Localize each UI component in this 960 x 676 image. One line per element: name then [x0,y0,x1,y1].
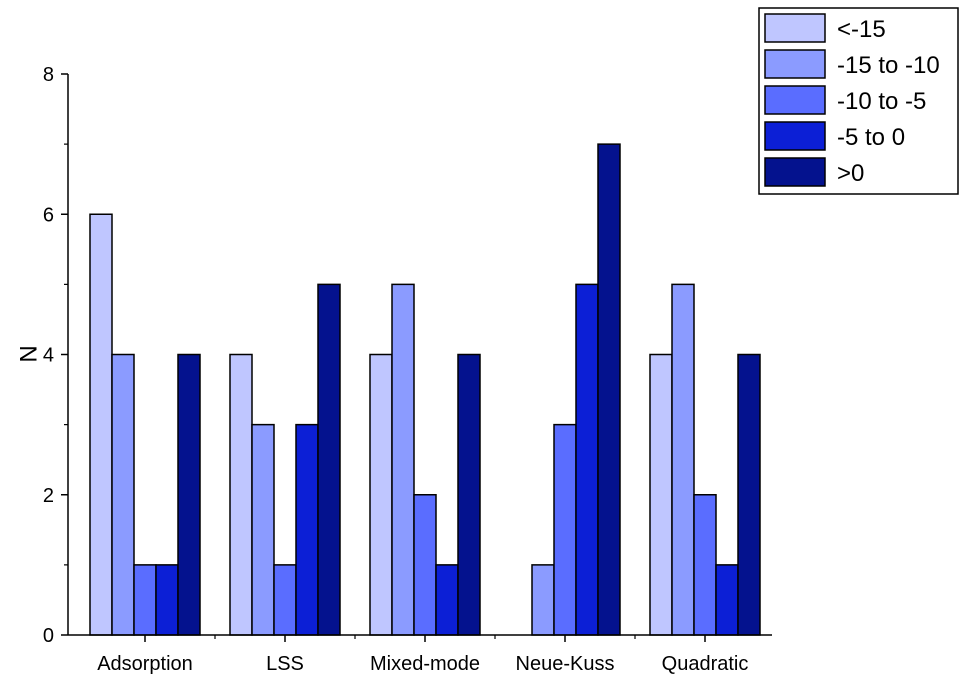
legend-swatch [764,13,826,43]
bar [251,423,275,636]
bar [133,564,157,636]
bar [369,353,393,636]
bar [317,283,341,636]
bar [177,353,201,636]
bar [693,494,717,636]
bar [457,353,481,636]
bar [649,353,673,636]
bar [155,564,179,636]
y-ticks-group: 0 2 4 6 8 [43,64,68,647]
bar [575,283,599,636]
bar [531,564,555,636]
y-axis-title: N [15,345,42,362]
bar [229,353,253,636]
bar [273,564,297,636]
y-tick-label: 8 [43,64,54,86]
bar [391,283,415,636]
legend-swatch [764,85,826,115]
legend-swatch [764,157,826,187]
legend-label: -15 to -10 [837,52,940,79]
legend: <-15 -15 to -10 -10 to -5 -5 to 0 >0 [758,7,959,195]
x-tick-label: Adsorption [97,653,193,675]
bar [737,353,761,636]
bar [111,353,135,636]
x-tick-label: LSS [266,653,304,675]
bar [413,494,437,636]
legend-swatch [764,121,826,151]
bar [671,283,695,636]
x-ticks-group: Adsorption LSS Mixed-mode Neue-Kuss Quadrati… [97,635,748,675]
bar [553,423,577,636]
x-tick-label: Quadratic [662,653,749,675]
bars-group [89,143,761,636]
bar [715,564,739,636]
y-tick-label: 2 [43,485,54,507]
legend-label: <-15 [837,16,886,43]
bar [89,213,113,636]
y-tick-label: 4 [43,345,54,367]
y-tick-label: 6 [43,204,54,226]
y-tick-label: 0 [43,625,54,647]
bar [597,143,621,636]
x-tick-label: Neue-Kuss [516,653,615,675]
legend-swatch [764,49,826,79]
legend-label: >0 [837,160,864,187]
x-tick-label: Mixed-mode [370,653,480,675]
bar [295,423,319,636]
bar [435,564,459,636]
legend-label: -5 to 0 [837,124,905,151]
legend-label: -10 to -5 [837,88,926,115]
